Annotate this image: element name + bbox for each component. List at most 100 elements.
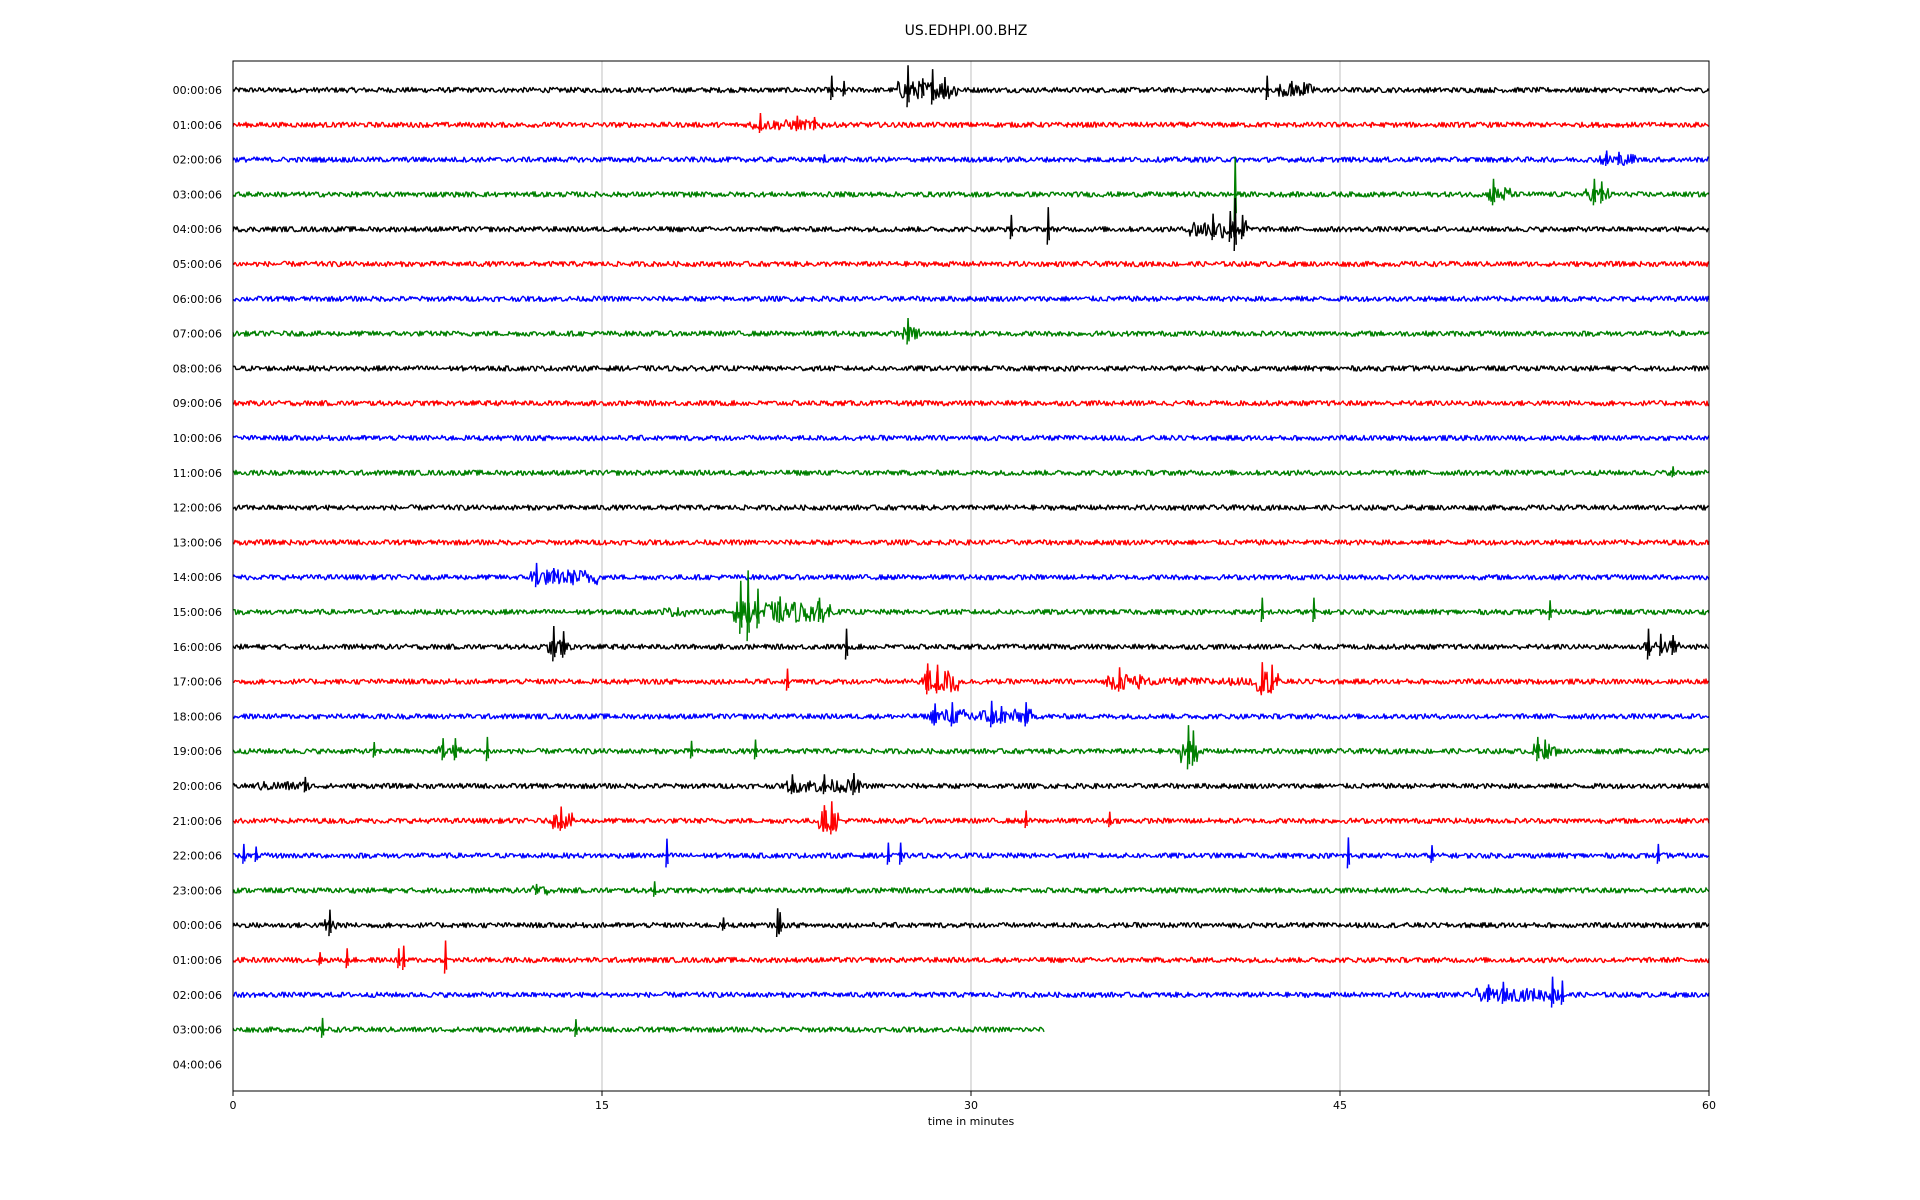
trace-row-7 [232,326,1710,341]
trace-spike [318,952,322,966]
trace-row-4 [232,220,1710,239]
row-label: 10:00:06 [173,432,222,445]
row-label: 23:00:06 [173,884,222,897]
trace-spike [1501,981,1506,1004]
trace-spike [1671,635,1675,656]
row-label: 02:00:06 [173,989,222,1002]
trace-spike [372,742,376,758]
trace-spike [328,909,332,937]
trace-spike [758,113,763,134]
trace-spike [1312,597,1316,623]
trace-row-0 [232,80,1710,100]
trace-spike [1240,214,1245,240]
trace-spike [778,596,782,623]
row-label: 01:00:06 [173,954,222,967]
trace-spike [822,805,827,832]
trace-spike [485,736,490,762]
trace-spike [552,625,556,662]
trace-row-10 [232,434,1710,442]
trace-spike [906,317,910,345]
trace-spike [534,562,539,588]
trace-spike [935,664,940,694]
trace-row-5 [232,260,1710,268]
trace-spike [830,801,834,835]
row-label: 18:00:06 [173,710,222,723]
trace-row-21 [233,810,1710,832]
trace-row-11 [232,469,1710,477]
trace-spike [1024,702,1028,727]
trace-spike [1486,984,1491,1003]
trace-spike [906,65,910,108]
trace-spike [1600,181,1604,204]
trace-spike [441,738,445,761]
row-label: 00:00:06 [173,84,222,97]
trace-spike [1260,662,1265,696]
trace-spike [933,703,937,726]
trace-row-19 [232,740,1710,764]
trace-spike [756,588,760,629]
trace-spike [1543,739,1547,760]
trace-spike [242,843,246,864]
row-label: 19:00:06 [173,745,222,758]
row-label: 14:00:06 [173,571,222,584]
row-label: 06:00:06 [173,293,222,306]
trace-spike [1659,633,1663,656]
trace-spike [552,568,556,584]
trace-spike [1233,197,1237,252]
row-label: 03:00:06 [173,1024,222,1037]
trace-spike [1604,150,1609,167]
trace-spike [989,700,994,728]
trace-spike [1550,976,1555,1008]
trace-spike [739,580,743,634]
trace-spike [886,842,891,865]
trace-row-3 [232,186,1710,202]
trace-spike [561,631,566,658]
trace-spike [303,776,308,793]
trace-spike [559,806,563,831]
row-labels: 00:00:06 01:00:06 02:00:06 03:00:06 04:00:06… [173,84,222,1071]
trace-spike [930,69,935,105]
trace-spike [925,663,930,695]
trace-row-18 [232,708,1710,725]
trace-row-20 [232,778,1710,794]
row-label: 16:00:06 [173,641,222,654]
row-label: 15:00:06 [173,606,222,619]
traces [232,65,1710,1038]
row-label: 12:00:06 [173,502,222,515]
trace-spike [1260,597,1265,623]
trace-spike [1290,80,1294,97]
trace-spike [950,702,955,727]
trace-row-13 [232,539,1710,546]
x-axis-ticks: 0 15 30 45 60 [230,1091,1716,1112]
trace-spike [1656,843,1661,864]
trace-spike [775,908,780,938]
trace-spike [1211,213,1215,241]
trace-spike [999,705,1004,724]
row-label: 07:00:06 [173,328,222,341]
trace-spike [397,948,401,969]
trace-row-16 [232,638,1710,656]
trace-spike [665,838,669,868]
trace-spike [1117,667,1122,692]
trace-spike [1671,466,1675,478]
trace-spike [1186,725,1191,770]
trace-spike [443,940,448,974]
row-label: 17:00:06 [173,676,222,689]
trace-spike [1646,628,1651,660]
x-tick-label: 30 [964,1099,978,1112]
x-axis-label: time in minutes [928,1115,1015,1128]
trace-spike [842,80,846,97]
trace-row-17 [232,670,1710,694]
x-tick-label: 45 [1333,1099,1347,1112]
row-label: 05:00:06 [173,258,222,271]
trace-row-22 [232,852,1710,859]
trace-spike [790,774,795,795]
row-label: 09:00:06 [173,397,222,410]
trace-row-2 [232,153,1710,166]
row-label: 08:00:06 [173,362,222,375]
trace-spike [852,772,856,796]
trace-row-24 [232,919,1710,931]
trace-spike [1536,736,1540,762]
trace-row-6 [232,295,1710,303]
